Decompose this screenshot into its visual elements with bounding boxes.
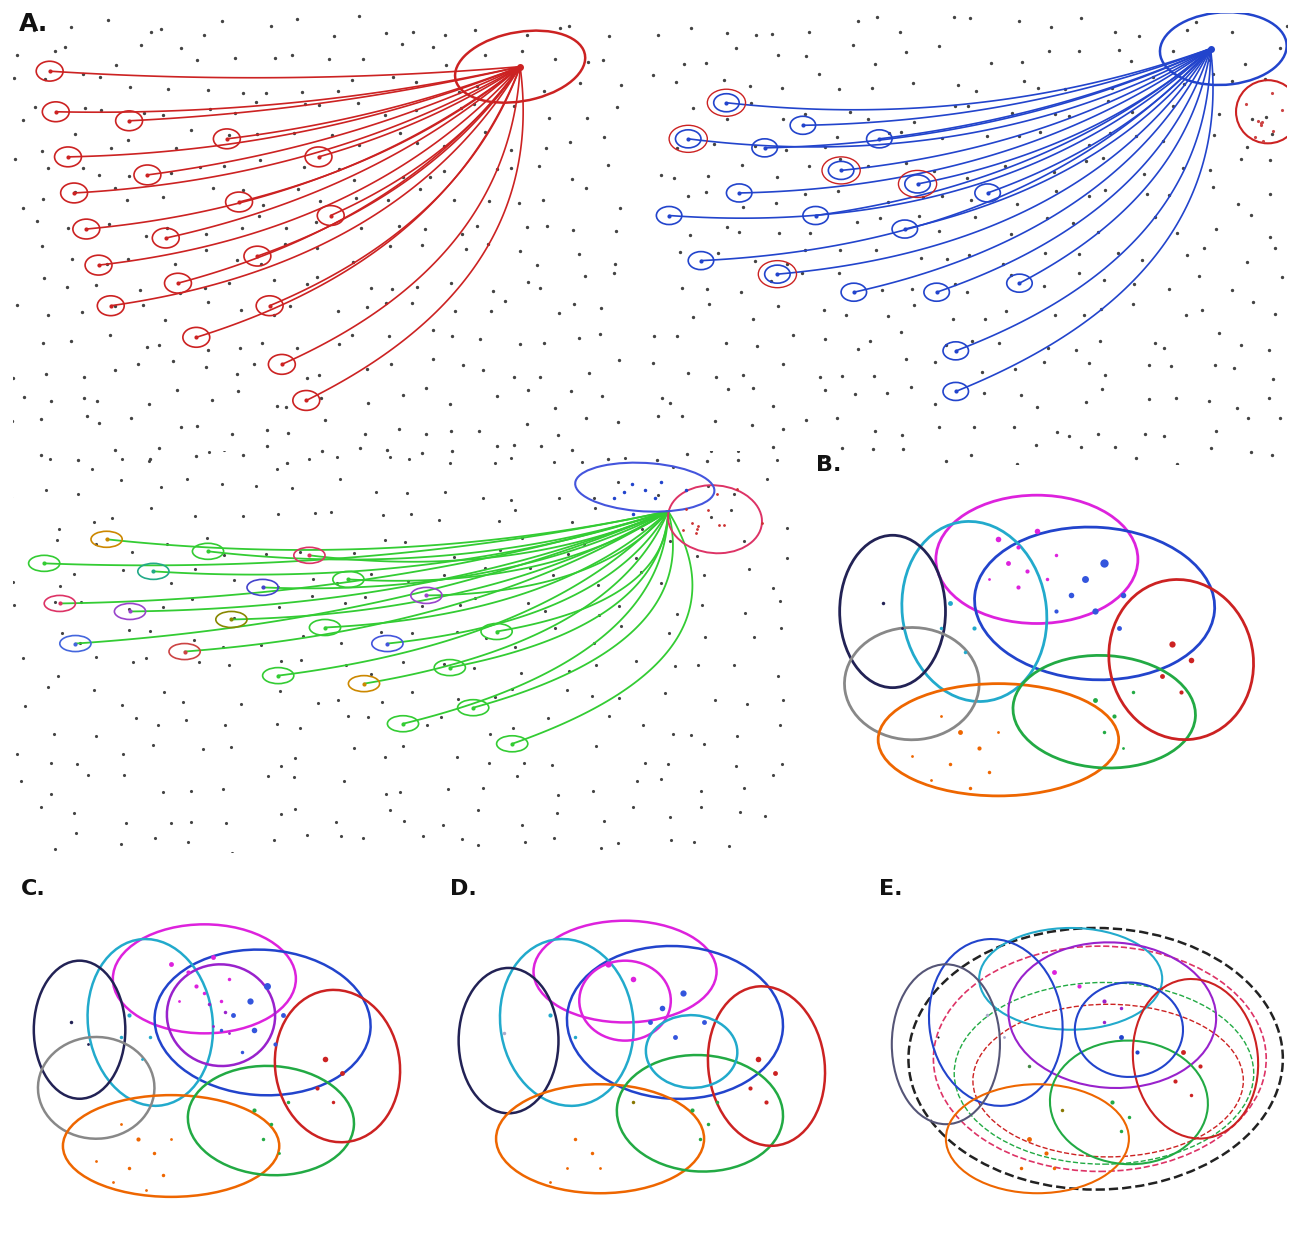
Text: A.: A. — [20, 11, 48, 35]
Text: B.: B. — [815, 455, 841, 475]
Text: C.: C. — [21, 880, 46, 900]
Text: D.: D. — [450, 880, 477, 900]
Text: E.: E. — [879, 880, 902, 900]
